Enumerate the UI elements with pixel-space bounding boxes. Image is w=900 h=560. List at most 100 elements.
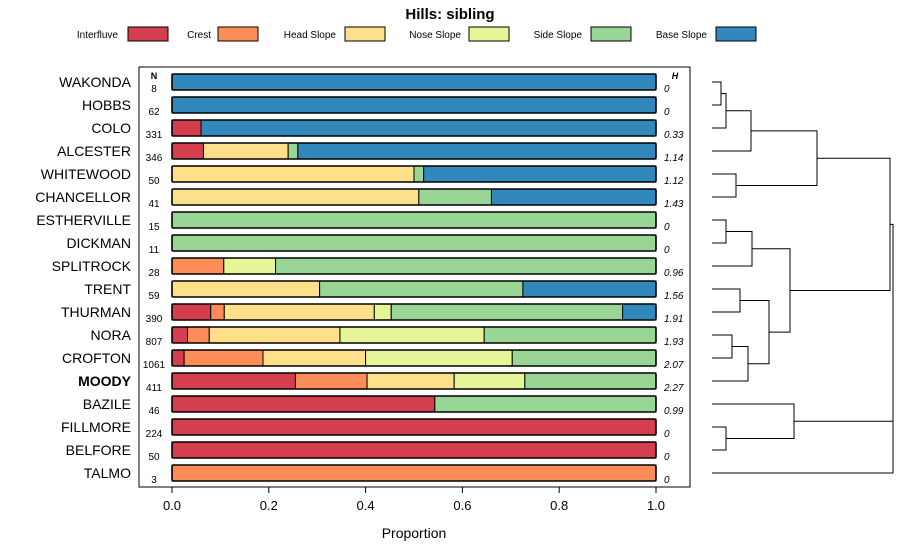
bar-segment xyxy=(483,326,657,344)
bar-segment xyxy=(171,165,415,183)
dendrogram-link xyxy=(712,403,795,439)
bar-segment xyxy=(171,441,657,459)
bar-segment xyxy=(524,372,657,390)
n-value: 46 xyxy=(148,406,160,417)
dendrogram-link xyxy=(736,130,818,186)
bar-segment xyxy=(262,349,367,367)
bar-segment xyxy=(622,303,657,321)
bar-outline xyxy=(171,96,657,114)
row-label: WAKONDA xyxy=(59,74,131,90)
bar-row: CROFTON 1061 2.07 xyxy=(62,349,684,371)
row-label: CROFTON xyxy=(62,350,131,366)
dendrogram-link xyxy=(712,93,727,129)
legend-swatch xyxy=(127,26,169,42)
bar-row: TRENT 59 1.56 xyxy=(84,280,684,302)
bar-segment xyxy=(339,326,485,344)
row-label: CHANCELLOR xyxy=(35,189,131,205)
n-value: 8 xyxy=(151,84,157,95)
h-value: 0 xyxy=(664,107,670,118)
bar-outline xyxy=(171,326,657,344)
bar-segment xyxy=(171,257,225,275)
bar-segment xyxy=(413,165,425,183)
bar-segment xyxy=(423,165,657,183)
bar-row: FILLMORE 224 0 xyxy=(61,418,670,440)
bar-row: DICKMAN 11 0 xyxy=(66,234,670,256)
bar-segment xyxy=(171,188,420,206)
legend-swatch xyxy=(590,26,632,42)
row-label: FILLMORE xyxy=(61,419,131,435)
bar-row: COLO 331 0.33 xyxy=(91,119,684,141)
bar-segment xyxy=(183,349,264,367)
bar-outline xyxy=(171,119,657,137)
n-value: 1061 xyxy=(143,360,166,371)
dendrogram-link xyxy=(712,219,727,244)
bar-segment xyxy=(171,372,296,390)
row-label: HOBBS xyxy=(82,97,131,113)
legend-swatch xyxy=(344,26,386,42)
h-value: 2.27 xyxy=(663,383,684,394)
n-value: 346 xyxy=(146,153,163,164)
dendrogram-link xyxy=(712,420,894,474)
n-value: 411 xyxy=(146,383,162,394)
row-label: COLO xyxy=(91,120,131,136)
n-value: 62 xyxy=(148,107,160,118)
bar-segment xyxy=(171,280,321,298)
bar-segment xyxy=(365,349,513,367)
bar-outline xyxy=(171,441,657,459)
h-value: 1.93 xyxy=(664,337,684,348)
bar-segment xyxy=(223,303,375,321)
row-label: NORA xyxy=(91,327,132,343)
h-value: 1.56 xyxy=(664,291,684,302)
h-value: 0 xyxy=(664,222,670,233)
n-column-header: N xyxy=(151,71,158,81)
bar-row: BAZILE 46 0.99 xyxy=(83,395,684,417)
bar-row: TALMO 3 0 xyxy=(84,464,670,486)
h-value: 1.43 xyxy=(664,199,684,210)
bar-segment xyxy=(294,372,368,390)
n-value: 50 xyxy=(148,452,160,463)
bar-row: WAKONDA 8 0 xyxy=(59,73,670,95)
n-value: 331 xyxy=(146,130,163,141)
n-value: 224 xyxy=(146,429,163,440)
bar-outline xyxy=(171,73,657,91)
bar-segment xyxy=(319,280,524,298)
n-value: 28 xyxy=(148,268,160,279)
bar-row: ALCESTER 346 1.14 xyxy=(57,142,684,164)
row-label: WHITEWOOD xyxy=(41,166,131,182)
bar-outline xyxy=(171,303,657,321)
dendrogram-link xyxy=(712,334,733,359)
row-label: SPLITROCK xyxy=(52,258,132,274)
dendrogram-link xyxy=(712,173,737,198)
bar-outline xyxy=(171,372,657,390)
bar-row: NORA 807 1.93 xyxy=(91,326,684,348)
bar-outline xyxy=(171,257,657,275)
dendrogram-link xyxy=(890,223,894,448)
legend-label: Side Slope xyxy=(534,30,583,41)
bar-segment xyxy=(297,142,657,160)
row-label: BAZILE xyxy=(83,396,131,412)
x-tick-label: 0.6 xyxy=(453,498,471,513)
bar-outline xyxy=(171,234,657,252)
bar-segment xyxy=(200,119,657,137)
n-value: 41 xyxy=(148,199,160,210)
legend-label: Base Slope xyxy=(656,30,708,41)
bar-segment xyxy=(171,349,185,367)
dendrogram-link xyxy=(712,288,741,313)
bar-row: HOBBS 62 0 xyxy=(82,96,670,118)
legend-swatch xyxy=(468,26,510,42)
dendrogram-link xyxy=(712,110,752,152)
bar-row: CHANCELLOR 41 1.43 xyxy=(35,188,684,210)
h-value: 0 xyxy=(664,475,670,486)
n-value: 390 xyxy=(146,314,163,325)
dendrogram-link xyxy=(790,157,891,291)
bar-outline xyxy=(171,188,657,206)
legend-swatch xyxy=(715,26,757,42)
bar-segment xyxy=(202,142,289,160)
x-tick-label: 0.4 xyxy=(357,498,375,513)
bar-segment xyxy=(287,142,299,160)
bar-segment xyxy=(223,257,277,275)
dendrogram-link xyxy=(712,231,753,267)
dendrogram-link xyxy=(752,248,791,333)
h-value: 0 xyxy=(664,84,670,95)
legend: Interfluve Crest Head Slope Nose Slope Side … xyxy=(77,26,757,42)
